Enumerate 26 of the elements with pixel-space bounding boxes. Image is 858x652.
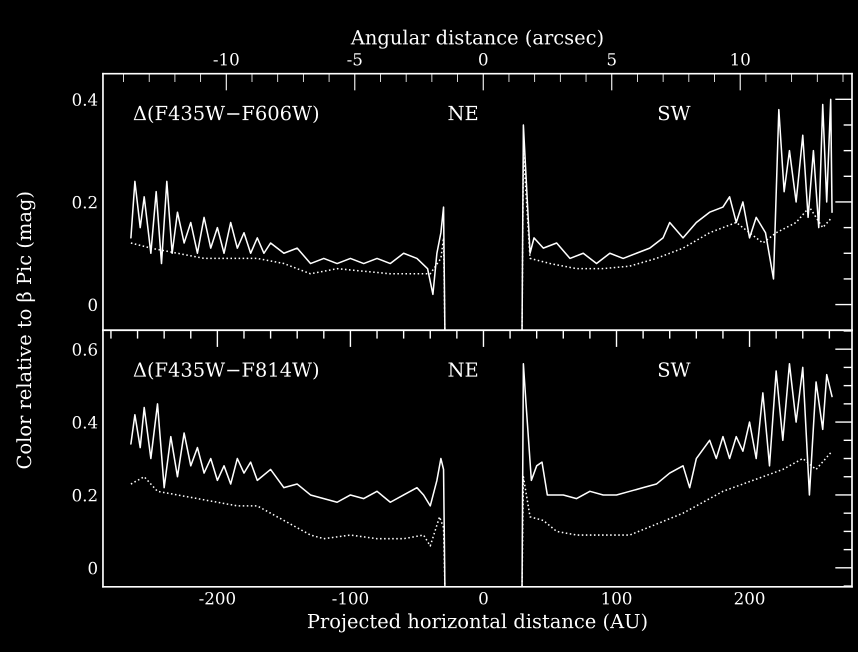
x-axis-title: Projected horizontal distance (AU) — [308, 613, 647, 632]
y-tick-label: 0.6 — [72, 343, 98, 356]
x2-axis-title: Angular distance (arcsec) — [350, 30, 603, 49]
annotation: Δ(F435W−F606W) — [134, 105, 318, 124]
y-tick-label: 0.2 — [72, 488, 96, 502]
x2-tick-label: -10 — [214, 52, 239, 66]
y-axis-title: Color relative to β Pic (mag) — [16, 192, 36, 468]
x2-tick-label: -5 — [347, 53, 362, 66]
x2-tick-label: 10 — [732, 52, 750, 66]
x-tick-label: -100 — [332, 592, 368, 605]
y-tick-label: 0.4 — [72, 93, 98, 106]
y-tick-label: 0 — [88, 298, 97, 312]
y-tick-label: 0.2 — [72, 196, 96, 209]
x2-tick-label: 5 — [608, 53, 616, 66]
x-tick-label: 200 — [734, 592, 764, 605]
annotation: SW — [658, 106, 690, 120]
annotation: SW — [658, 362, 690, 377]
x-tick-label: 100 — [602, 592, 632, 605]
annotation: NE — [448, 362, 478, 377]
y-tick-label: 0 — [88, 562, 97, 574]
annotation: NE — [448, 106, 478, 120]
y-tick-label: 0.4 — [72, 416, 98, 429]
x-tick-label: -200 — [199, 592, 235, 605]
x-tick-label: 0 — [479, 592, 488, 605]
annotation: Δ(F435W−F814W) — [134, 362, 318, 380]
x2-tick-label: 0 — [479, 52, 488, 66]
